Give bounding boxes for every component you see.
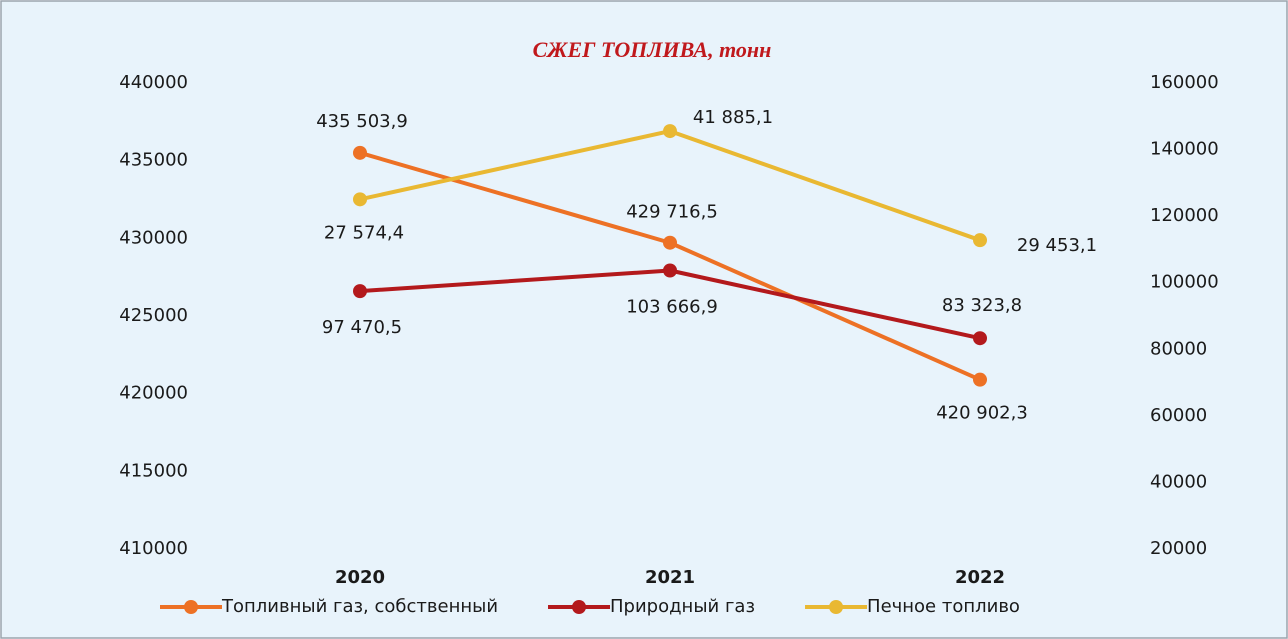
y-tick-label: 425000 [119,305,188,326]
data-point [353,284,367,299]
data-label: 29 453,1 [1017,235,1097,256]
y-tick-label: 415000 [119,460,188,481]
data-label: 429 716,5 [626,202,718,223]
legend-marker [572,600,587,614]
x-tick-label: 2021 [645,567,695,588]
y2-tick-label: 20000 [1150,538,1207,559]
data-label: 97 470,5 [322,317,402,338]
y-tick-label: 435000 [119,150,188,171]
data-label: 41 885,1 [693,107,773,128]
data-point [663,235,677,250]
y2-tick-label: 80000 [1150,338,1207,359]
legend-marker [184,600,198,614]
chart-title: СЖЕГ ТОПЛИВА, тонн [533,37,772,62]
data-label: 83 323,8 [942,295,1022,316]
data-point [973,233,987,248]
y-tick-label: 430000 [119,227,188,248]
y2-tick-label: 100000 [1150,272,1219,293]
legend-label: Природный газ [610,596,755,617]
data-label: 103 666,9 [626,297,718,318]
data-label: 420 902,3 [936,403,1028,424]
y2-tick-label: 160000 [1150,72,1219,93]
data-point [973,372,987,387]
y-tick-label: 420000 [119,383,188,404]
y-tick-label: 440000 [119,72,188,93]
legend-label: Печное топливо [867,596,1020,617]
data-point [663,263,677,278]
y2-tick-label: 60000 [1150,405,1207,426]
legend-marker [829,600,844,614]
y2-tick-label: 140000 [1150,139,1219,160]
y2-tick-label: 40000 [1150,471,1207,492]
y2-tick-label: 120000 [1150,205,1219,226]
x-tick-label: 2022 [955,567,1005,588]
data-point [973,331,987,346]
data-point [353,145,367,160]
legend-label: Топливный газ, собственный [221,596,498,617]
data-label: 27 574,4 [324,222,404,243]
y-tick-label: 410000 [119,538,188,559]
data-point [663,124,677,139]
data-point [353,192,367,207]
data-label: 435 503,9 [316,111,408,132]
x-tick-label: 2020 [335,567,385,588]
